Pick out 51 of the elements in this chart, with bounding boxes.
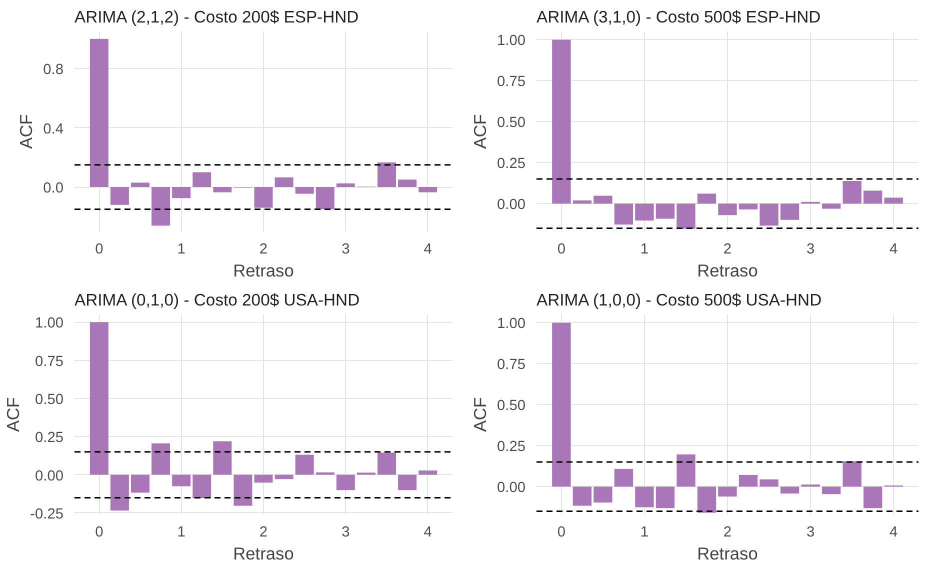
y-tick-label: 1.00 <box>496 33 526 50</box>
y-tick-label: 0.00 <box>496 480 526 496</box>
x-axis-title: Retraso <box>697 544 758 564</box>
y-tick-label: 1.00 <box>34 316 64 332</box>
x-axis-title: Retraso <box>697 260 758 280</box>
x-tick-label: 3 <box>806 242 815 258</box>
y-tick-label: 0.25 <box>496 439 526 456</box>
y-tick-label: 0.00 <box>496 197 526 214</box>
x-axis-title: Retraso <box>233 544 294 564</box>
y-axis-title: ACF <box>3 397 24 432</box>
chart-title: ARIMA (0,1,0) - Costo 200$ USA-HND <box>74 290 360 310</box>
x-tick-label: 2 <box>259 242 268 258</box>
x-tick-label: 0 <box>557 524 566 540</box>
y-tick-label: 0.50 <box>496 398 526 414</box>
x-tick-label: 4 <box>890 524 898 540</box>
y-axis-title: ACF <box>470 397 490 432</box>
x-tick-label: 1 <box>177 242 186 258</box>
x-tick-label: 4 <box>424 524 432 540</box>
x-tick-label: 4 <box>890 242 898 258</box>
y-tick-label: -0.25 <box>30 506 64 522</box>
x-tick-label: 2 <box>723 242 732 258</box>
y-tick-label: 0.4 <box>43 121 64 138</box>
x-tick-label: 3 <box>342 524 350 540</box>
y-tick-label: 0.75 <box>496 357 526 374</box>
x-tick-label: 2 <box>259 524 268 540</box>
y-tick-label: 1.00 <box>496 316 526 332</box>
y-tick-label: 0.8 <box>43 62 64 78</box>
x-tick-label: 4 <box>424 242 432 258</box>
y-axis-title: ACF <box>16 114 36 149</box>
chart-title: ARIMA (3,1,0) - Costo 500$ ESP-HND <box>536 8 821 26</box>
y-tick-label: 0.0 <box>43 180 64 197</box>
x-tick-label: 1 <box>640 524 649 540</box>
y-axis-title: ACF <box>470 114 490 149</box>
y-tick-label: 0.25 <box>34 430 64 446</box>
x-tick-label: 0 <box>95 524 104 540</box>
x-tick-label: 0 <box>95 242 104 258</box>
y-tick-label: 0.25 <box>496 156 526 172</box>
x-tick-label: 1 <box>177 524 186 540</box>
chart-title: ARIMA (1,0,0) - Costo 500$ USA-HND <box>536 290 822 310</box>
y-tick-label: 0.75 <box>496 74 526 90</box>
y-tick-label: 0.75 <box>34 354 64 370</box>
x-tick-label: 0 <box>557 242 566 258</box>
y-tick-label: 0.50 <box>496 115 526 132</box>
y-tick-label: 0.00 <box>34 468 64 484</box>
x-tick-label: 1 <box>640 242 649 258</box>
x-tick-label: 2 <box>723 524 732 540</box>
y-tick-label: 0.50 <box>34 392 64 408</box>
x-tick-label: 3 <box>342 242 350 258</box>
x-tick-label: 3 <box>806 524 815 540</box>
x-axis-title: Retraso <box>233 260 294 280</box>
chart-title: ARIMA (2,1,2) - Costo 200$ ESP-HND <box>74 8 359 26</box>
